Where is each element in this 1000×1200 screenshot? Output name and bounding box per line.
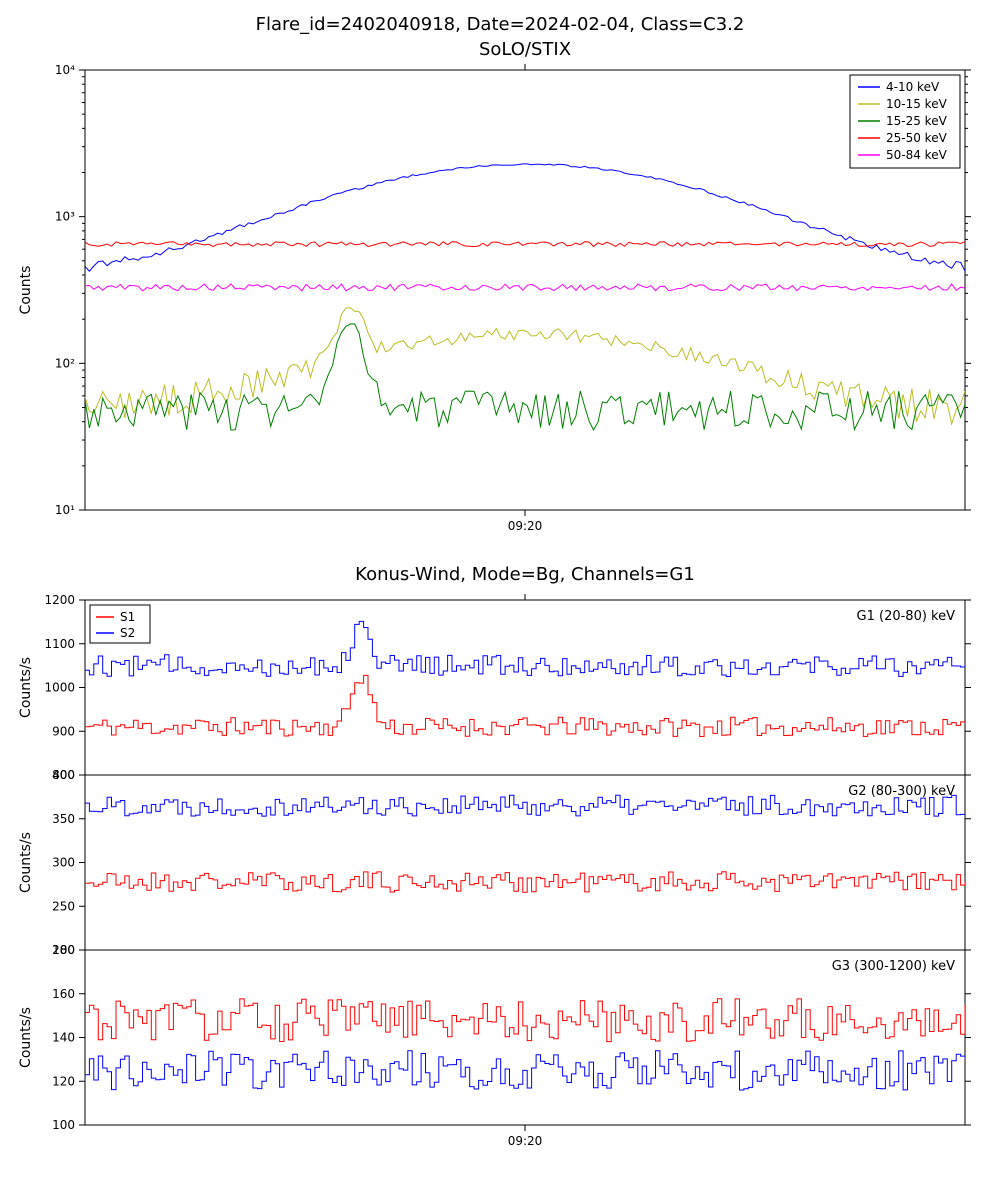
svg-text:10⁴: 10⁴	[55, 63, 75, 77]
bottom-group-title: Konus-Wind, Mode=Bg, Channels=G1	[355, 564, 695, 585]
svg-text:10²: 10²	[55, 356, 75, 370]
svg-text:250: 250	[52, 899, 75, 913]
subpanel-annotation: G1 (20-80) keV	[857, 609, 956, 624]
svg-text:Counts/s: Counts/s	[18, 1007, 34, 1068]
svg-text:09:20: 09:20	[508, 1134, 543, 1148]
svg-text:300: 300	[52, 856, 75, 870]
svg-text:15-25 keV: 15-25 keV	[886, 114, 948, 128]
svg-text:10¹: 10¹	[55, 503, 75, 517]
subpanel-annotation: G3 (300-1200) keV	[832, 959, 955, 974]
svg-text:1000: 1000	[44, 681, 75, 695]
figure-svg: Flare_id=2402040918, Date=2024-02-04, Cl…	[0, 0, 1000, 1200]
svg-text:09:20: 09:20	[508, 519, 543, 533]
figure-suptitle: Flare_id=2402040918, Date=2024-02-04, Cl…	[256, 14, 745, 35]
svg-text:350: 350	[52, 812, 75, 826]
svg-text:120: 120	[52, 1074, 75, 1088]
svg-text:Counts/s: Counts/s	[18, 832, 34, 893]
svg-text:10-15 keV: 10-15 keV	[886, 97, 948, 111]
figure-container: Flare_id=2402040918, Date=2024-02-04, Cl…	[0, 0, 1000, 1200]
svg-text:1200: 1200	[44, 593, 75, 607]
svg-text:180: 180	[52, 943, 75, 957]
top-panel-ylabel: Counts	[18, 266, 34, 315]
svg-text:1100: 1100	[44, 637, 75, 651]
svg-text:160: 160	[52, 987, 75, 1001]
svg-text:25-50 keV: 25-50 keV	[886, 131, 948, 145]
subpanel-annotation: G2 (80-300) keV	[848, 784, 955, 799]
svg-text:4-10 keV: 4-10 keV	[886, 80, 940, 94]
svg-text:100: 100	[52, 1118, 75, 1132]
svg-text:400: 400	[52, 768, 75, 782]
svg-text:140: 140	[52, 1031, 75, 1045]
svg-text:10³: 10³	[55, 210, 75, 224]
svg-text:50-84 keV: 50-84 keV	[886, 148, 948, 162]
svg-text:900: 900	[52, 724, 75, 738]
top-panel-title: SoLO/STIX	[479, 39, 571, 60]
svg-text:S2: S2	[120, 626, 135, 640]
svg-text:Counts/s: Counts/s	[18, 657, 34, 718]
svg-text:S1: S1	[120, 610, 135, 624]
